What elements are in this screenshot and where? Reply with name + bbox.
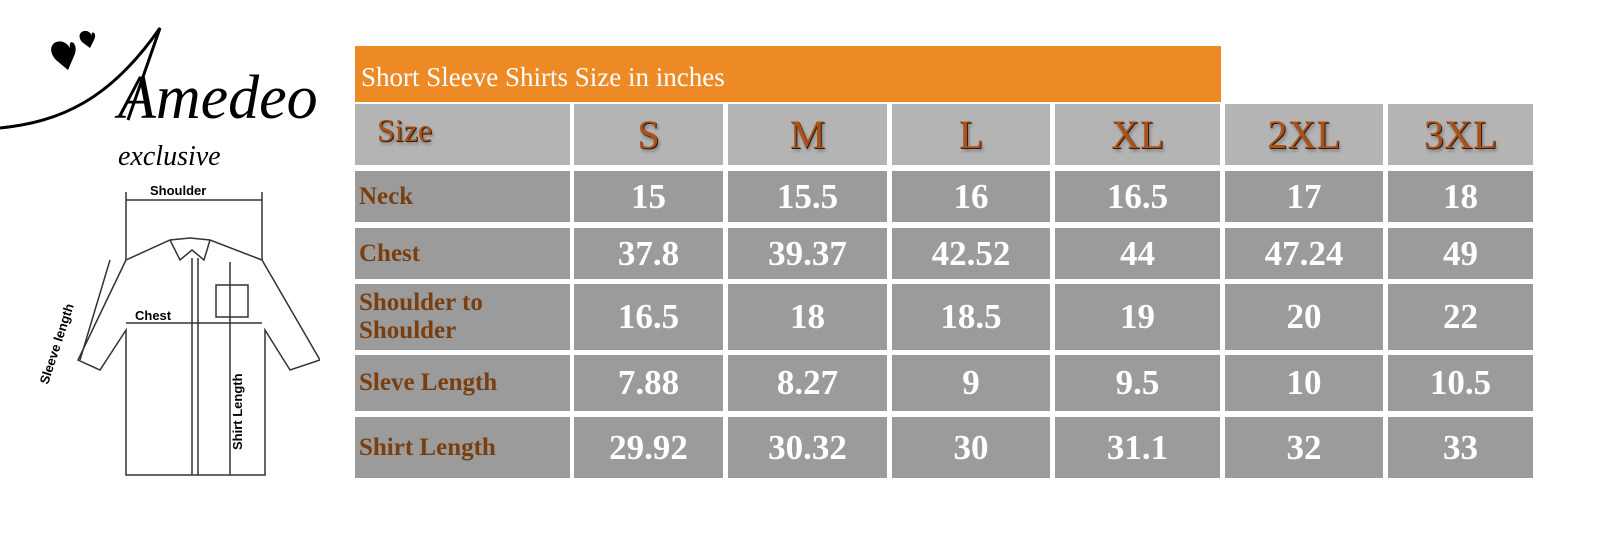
table-cell: 30.32 bbox=[728, 417, 887, 478]
size-header-xl: XL bbox=[1055, 104, 1220, 165]
table-cell: 44 bbox=[1055, 228, 1220, 279]
table-cell: 22 bbox=[1388, 284, 1533, 350]
table-cell: 49 bbox=[1388, 228, 1533, 279]
row-label: Shoulder to Shoulder bbox=[355, 284, 570, 350]
table-cell: 18 bbox=[1388, 171, 1533, 222]
table-cell: 32 bbox=[1225, 417, 1383, 478]
table-cell: 39.37 bbox=[728, 228, 887, 279]
table-cell: 16.5 bbox=[1055, 171, 1220, 222]
table-cell: 16 bbox=[892, 171, 1050, 222]
amedeo-logo: Amedeo exclusive bbox=[0, 27, 318, 170]
table-cell: 47.24 bbox=[1225, 228, 1383, 279]
table-cell: 29.92 bbox=[574, 417, 723, 478]
shirt-measurement-diagram: Shoulder Chest Sleeve length Shirt Lengt… bbox=[37, 183, 320, 476]
table-cell: 30 bbox=[892, 417, 1050, 478]
row-label: Chest bbox=[355, 228, 570, 279]
table-cell: 18.5 bbox=[892, 284, 1050, 350]
row-label: Neck bbox=[355, 171, 570, 222]
brand-tagline: exclusive bbox=[118, 141, 221, 170]
diagram-sleeve-label: Sleeve length bbox=[37, 302, 77, 386]
row-label: Shirt Length bbox=[355, 417, 570, 478]
table-cell: 9 bbox=[892, 355, 1050, 411]
table-cell: 9.5 bbox=[1055, 355, 1220, 411]
table-cell: 17 bbox=[1225, 171, 1383, 222]
row-label: Sleve Length bbox=[355, 355, 570, 411]
table-cell: 15 bbox=[574, 171, 723, 222]
table-cell: 31.1 bbox=[1055, 417, 1220, 478]
table-cell: 19 bbox=[1055, 284, 1220, 350]
table-cell: 16.5 bbox=[574, 284, 723, 350]
table-cell: 10.5 bbox=[1388, 355, 1533, 411]
size-header-2xl: 2XL bbox=[1225, 104, 1383, 165]
table-cell: 33 bbox=[1388, 417, 1533, 478]
size-header-s: S bbox=[574, 104, 723, 165]
diagram-length-label: Shirt Length bbox=[230, 373, 245, 450]
table-cell: 10 bbox=[1225, 355, 1383, 411]
diagram-shoulder-label: Shoulder bbox=[150, 183, 206, 198]
table-cell: 18 bbox=[728, 284, 887, 350]
size-header-3xl: 3XL bbox=[1388, 104, 1533, 165]
table-title: Short Sleeve Shirts Size in inches bbox=[355, 46, 1221, 102]
table-cell: 8.27 bbox=[728, 355, 887, 411]
size-header-l: L bbox=[892, 104, 1050, 165]
table-cell: 7.88 bbox=[574, 355, 723, 411]
table-cell: 37.8 bbox=[574, 228, 723, 279]
table-cell: 42.52 bbox=[892, 228, 1050, 279]
size-header-m: M bbox=[728, 104, 887, 165]
diagram-chest-label: Chest bbox=[135, 308, 172, 323]
brand-name: Amedeo bbox=[114, 64, 318, 132]
table-cell: 20 bbox=[1225, 284, 1383, 350]
table-cell: 15.5 bbox=[728, 171, 887, 222]
header-size-label: Size bbox=[355, 104, 570, 165]
